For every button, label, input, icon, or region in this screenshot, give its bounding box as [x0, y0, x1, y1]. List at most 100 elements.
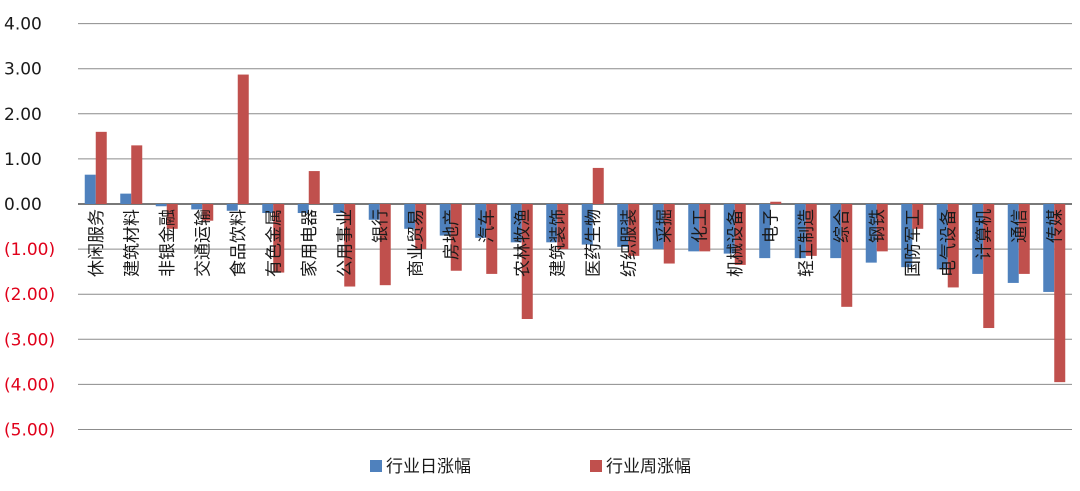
category-label: 农林牧渔 [513, 209, 533, 277]
category-label: 食品饮料 [229, 209, 249, 277]
bar-daily [297, 204, 309, 214]
category-label: 家用电器 [300, 209, 320, 277]
y-tick-label: (1.00) [4, 240, 55, 260]
bar-weekly [628, 204, 640, 256]
bar-weekly [841, 204, 853, 307]
y-tick-label: (5.00) [4, 421, 55, 441]
legend-label-weekly: 行业周涨幅 [606, 457, 691, 477]
category-label: 电气设备 [939, 209, 959, 277]
category-label: 机械设备 [726, 209, 746, 277]
bar-weekly [1018, 204, 1030, 274]
bar-daily [936, 204, 948, 270]
bar-weekly [663, 204, 675, 264]
bar-daily [865, 204, 877, 263]
bar-weekly [237, 74, 249, 204]
category-label: 化工 [690, 209, 710, 243]
bar-weekly [202, 204, 214, 221]
bar-daily [794, 204, 806, 259]
category-label: 房地产 [442, 209, 462, 260]
bar-daily [723, 204, 735, 254]
y-tick-label: (3.00) [4, 330, 55, 350]
category-label: 钢铁 [868, 209, 888, 243]
bar-weekly [521, 204, 533, 320]
bar-weekly [557, 204, 569, 250]
legend: 行业日涨幅 行业周涨幅 [370, 457, 691, 477]
category-label: 有色金属 [264, 209, 284, 277]
bar-daily [191, 204, 203, 210]
category-label: 采掘 [655, 209, 675, 243]
bar-weekly [450, 204, 462, 271]
legend-swatch-daily [370, 460, 382, 472]
bar-daily [368, 204, 380, 220]
bar-weekly [947, 204, 959, 288]
bar-daily [581, 204, 593, 245]
category-label: 非银金融 [158, 209, 178, 277]
bar-weekly [344, 204, 356, 287]
category-label: 休闲服务 [87, 209, 107, 277]
category-labels: 休闲服务 建筑材料 非银金融 交通运输 食品饮料 有色金属 家用电器 公用事业 银行 商业贸易 房地… [87, 209, 1066, 277]
category-label: 银行 [371, 209, 391, 243]
bar-daily [155, 204, 167, 207]
category-label: 传媒 [1045, 209, 1065, 243]
bar-daily [1043, 204, 1055, 292]
bar-daily [546, 204, 558, 243]
bar-weekly [166, 204, 178, 229]
bar-daily [262, 204, 274, 214]
bar-daily [972, 204, 984, 274]
bar-daily [226, 204, 238, 211]
y-axis-ticks: 4.00 3.00 2.00 1.00 0.00 (1.00) (2.00) (3.00) (4… [4, 15, 55, 441]
category-label: 国防军工 [903, 209, 923, 277]
bar-daily [901, 204, 913, 268]
category-label: 汽车 [477, 209, 497, 243]
bar-daily [688, 204, 700, 252]
bars [84, 74, 1066, 383]
bar-daily [652, 204, 664, 250]
bar-weekly [805, 204, 817, 256]
category-label: 交通运输 [193, 209, 213, 277]
y-tick-label: (4.00) [4, 375, 55, 395]
category-label: 综合 [832, 209, 852, 243]
bar-daily [333, 204, 345, 214]
bar-weekly [592, 167, 604, 204]
bar-daily [759, 204, 771, 259]
y-tick-label: 2.00 [4, 105, 42, 125]
category-label: 轻工制造 [797, 209, 817, 277]
bar-weekly [912, 204, 924, 229]
bar-daily [510, 204, 522, 243]
bar-daily [830, 204, 842, 259]
y-tick-label: 3.00 [4, 60, 42, 80]
bar-weekly [379, 204, 391, 286]
bar-daily [404, 204, 416, 229]
category-label: 公用事业 [335, 209, 355, 277]
y-tick-label: 4.00 [4, 15, 42, 35]
bar-weekly [876, 204, 888, 252]
category-label: 计算机 [974, 209, 994, 260]
bar-weekly [95, 131, 107, 204]
bar-daily [84, 174, 96, 204]
bar-daily [439, 204, 451, 236]
bar-weekly [770, 201, 782, 204]
legend-swatch-weekly [590, 460, 602, 472]
bar-weekly [983, 204, 995, 329]
bar-daily [475, 204, 487, 238]
legend-label-daily: 行业日涨幅 [386, 457, 471, 477]
bar-weekly [486, 204, 498, 274]
bar-daily [617, 204, 629, 247]
y-tick-label: 0.00 [4, 195, 42, 215]
category-label: 建筑材料 [122, 209, 142, 277]
bar-daily [1007, 204, 1019, 283]
bar-weekly [273, 204, 285, 273]
category-label: 通信 [1010, 209, 1030, 243]
bar-weekly [699, 204, 711, 252]
category-label: 医药生物 [584, 209, 604, 277]
y-tick-label: 1.00 [4, 150, 42, 170]
y-tick-label: (2.00) [4, 285, 55, 305]
category-label: 电子 [761, 209, 781, 243]
bar-weekly [734, 204, 746, 265]
bar-weekly [415, 204, 427, 250]
bar-weekly [1054, 204, 1066, 383]
category-label: 纺织服装 [619, 209, 639, 277]
bar-weekly [131, 145, 143, 204]
